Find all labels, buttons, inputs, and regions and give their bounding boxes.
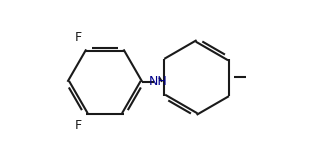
Text: F: F: [75, 120, 82, 132]
Text: NH: NH: [149, 75, 168, 88]
Text: F: F: [75, 31, 82, 44]
